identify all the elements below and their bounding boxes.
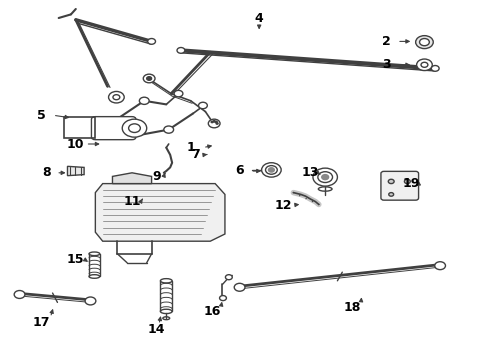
Circle shape	[268, 168, 274, 172]
Text: 16: 16	[203, 305, 221, 318]
Circle shape	[415, 36, 432, 49]
Circle shape	[139, 97, 149, 104]
Circle shape	[108, 91, 124, 103]
Polygon shape	[67, 166, 84, 176]
Text: 17: 17	[33, 316, 50, 329]
Circle shape	[388, 193, 393, 196]
Text: 14: 14	[147, 323, 165, 336]
Circle shape	[14, 291, 25, 298]
Circle shape	[216, 123, 218, 124]
Circle shape	[143, 74, 155, 83]
Ellipse shape	[160, 279, 172, 283]
Circle shape	[416, 59, 431, 71]
Circle shape	[122, 119, 146, 137]
Circle shape	[219, 296, 226, 301]
Circle shape	[198, 102, 207, 109]
Circle shape	[234, 283, 244, 291]
Circle shape	[387, 179, 393, 184]
Circle shape	[174, 90, 183, 97]
Circle shape	[321, 175, 328, 180]
Circle shape	[430, 66, 438, 71]
Text: 5: 5	[37, 109, 46, 122]
Polygon shape	[112, 173, 151, 184]
Circle shape	[265, 166, 277, 174]
Text: 15: 15	[67, 253, 84, 266]
Text: 6: 6	[235, 165, 244, 177]
Circle shape	[85, 297, 96, 305]
Ellipse shape	[318, 187, 331, 191]
Text: 2: 2	[381, 35, 390, 48]
Text: 8: 8	[42, 166, 51, 179]
Circle shape	[434, 262, 445, 270]
FancyBboxPatch shape	[380, 171, 418, 200]
Text: 9: 9	[152, 170, 161, 183]
Text: 4: 4	[254, 12, 263, 24]
Ellipse shape	[160, 309, 172, 314]
Text: 10: 10	[67, 138, 84, 150]
Ellipse shape	[163, 317, 169, 320]
Circle shape	[211, 121, 213, 123]
Text: 12: 12	[274, 199, 292, 212]
Circle shape	[261, 163, 281, 177]
Circle shape	[146, 77, 151, 80]
Circle shape	[163, 126, 173, 133]
Circle shape	[213, 121, 215, 122]
Circle shape	[177, 48, 184, 53]
Circle shape	[419, 39, 428, 46]
Text: 19: 19	[401, 177, 419, 190]
Circle shape	[225, 275, 232, 280]
Circle shape	[420, 62, 427, 67]
Text: 1: 1	[186, 141, 195, 154]
Text: 3: 3	[381, 58, 390, 71]
Ellipse shape	[89, 252, 100, 256]
Circle shape	[404, 179, 409, 184]
Circle shape	[317, 172, 332, 183]
Circle shape	[215, 121, 217, 123]
Circle shape	[113, 95, 120, 100]
Circle shape	[147, 39, 155, 44]
Circle shape	[128, 124, 140, 132]
Circle shape	[208, 119, 220, 128]
FancyBboxPatch shape	[91, 117, 136, 140]
Polygon shape	[95, 184, 224, 241]
Ellipse shape	[89, 275, 100, 278]
Circle shape	[312, 168, 337, 186]
Text: 11: 11	[123, 195, 141, 208]
Text: 13: 13	[301, 166, 319, 179]
Text: 18: 18	[343, 301, 360, 314]
Text: 7: 7	[191, 148, 200, 161]
